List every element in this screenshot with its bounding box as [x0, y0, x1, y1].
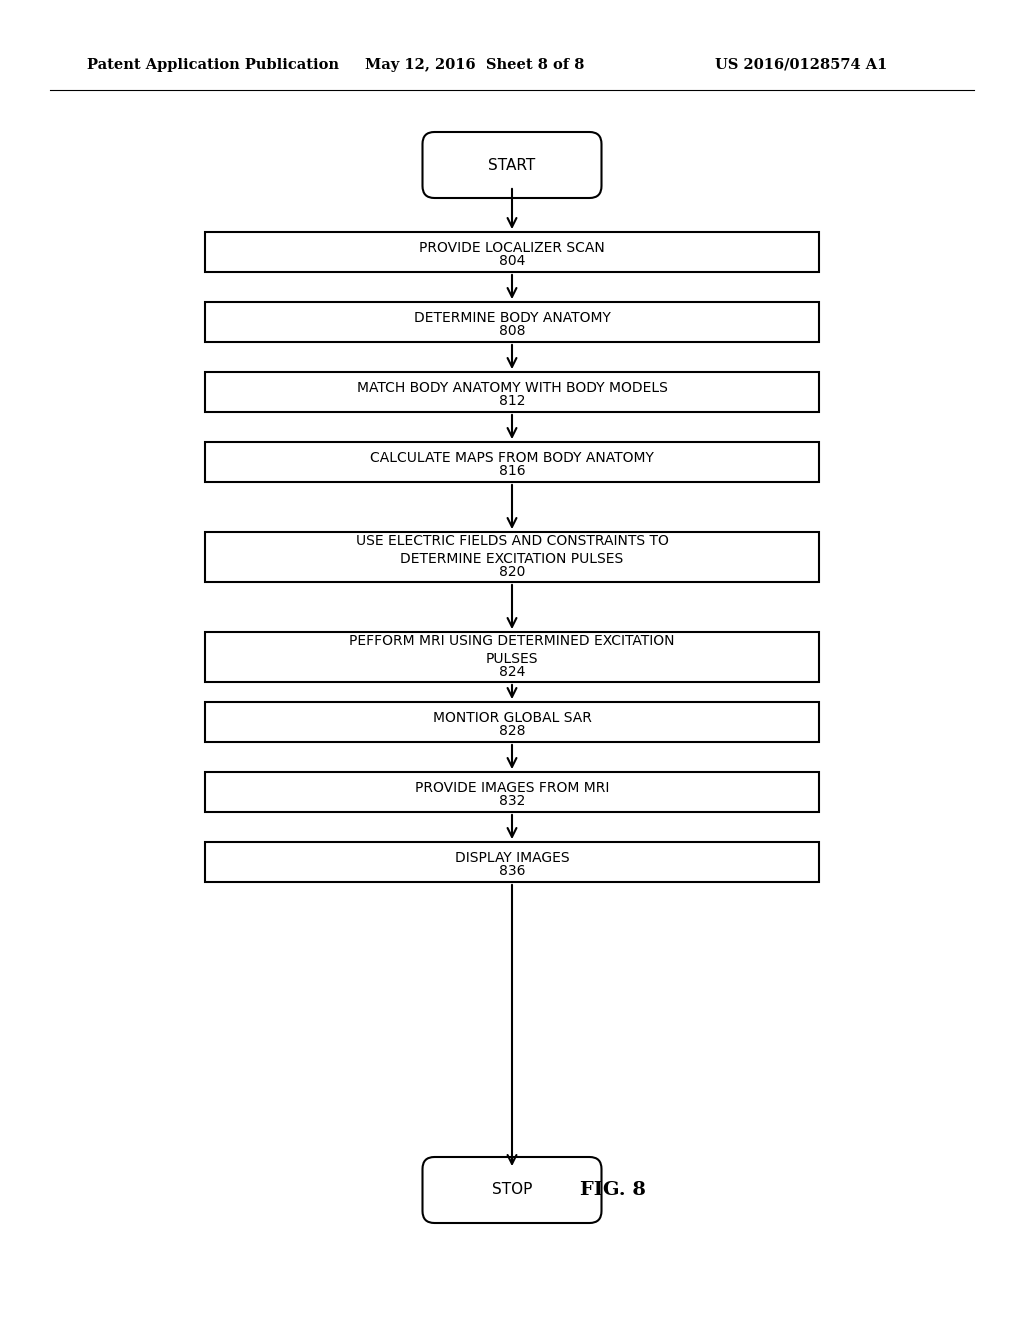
- Text: 836: 836: [499, 863, 525, 878]
- Text: 804: 804: [499, 253, 525, 268]
- FancyBboxPatch shape: [205, 842, 819, 882]
- Text: MONTIOR GLOBAL SAR: MONTIOR GLOBAL SAR: [432, 711, 592, 725]
- FancyBboxPatch shape: [205, 302, 819, 342]
- FancyBboxPatch shape: [205, 442, 819, 482]
- FancyBboxPatch shape: [205, 532, 819, 582]
- FancyBboxPatch shape: [205, 232, 819, 272]
- FancyBboxPatch shape: [205, 702, 819, 742]
- Text: DISPLAY IMAGES: DISPLAY IMAGES: [455, 851, 569, 865]
- Text: 820: 820: [499, 565, 525, 579]
- Text: 824: 824: [499, 665, 525, 678]
- FancyBboxPatch shape: [205, 772, 819, 812]
- Text: START: START: [488, 157, 536, 173]
- Text: 816: 816: [499, 463, 525, 478]
- Text: US 2016/0128574 A1: US 2016/0128574 A1: [715, 58, 888, 73]
- Text: 808: 808: [499, 323, 525, 338]
- Text: 812: 812: [499, 393, 525, 408]
- FancyBboxPatch shape: [423, 1158, 601, 1224]
- Text: May 12, 2016  Sheet 8 of 8: May 12, 2016 Sheet 8 of 8: [365, 58, 585, 73]
- Text: 828: 828: [499, 723, 525, 738]
- Text: USE ELECTRIC FIELDS AND CONSTRAINTS TO
DETERMINE EXCITATION PULSES: USE ELECTRIC FIELDS AND CONSTRAINTS TO D…: [355, 535, 669, 566]
- Text: CALCULATE MAPS FROM BODY ANATOMY: CALCULATE MAPS FROM BODY ANATOMY: [370, 451, 654, 465]
- Text: STOP: STOP: [492, 1183, 532, 1197]
- FancyBboxPatch shape: [205, 372, 819, 412]
- Text: DETERMINE BODY ANATOMY: DETERMINE BODY ANATOMY: [414, 312, 610, 325]
- FancyBboxPatch shape: [205, 632, 819, 682]
- Text: MATCH BODY ANATOMY WITH BODY MODELS: MATCH BODY ANATOMY WITH BODY MODELS: [356, 381, 668, 395]
- Text: 832: 832: [499, 793, 525, 808]
- Text: Patent Application Publication: Patent Application Publication: [87, 58, 339, 73]
- Text: PROVIDE LOCALIZER SCAN: PROVIDE LOCALIZER SCAN: [419, 242, 605, 255]
- Text: FIG. 8: FIG. 8: [580, 1181, 646, 1199]
- Text: PEFFORM MRI USING DETERMINED EXCITATION
PULSES: PEFFORM MRI USING DETERMINED EXCITATION …: [349, 635, 675, 665]
- Text: PROVIDE IMAGES FROM MRI: PROVIDE IMAGES FROM MRI: [415, 781, 609, 795]
- FancyBboxPatch shape: [423, 132, 601, 198]
